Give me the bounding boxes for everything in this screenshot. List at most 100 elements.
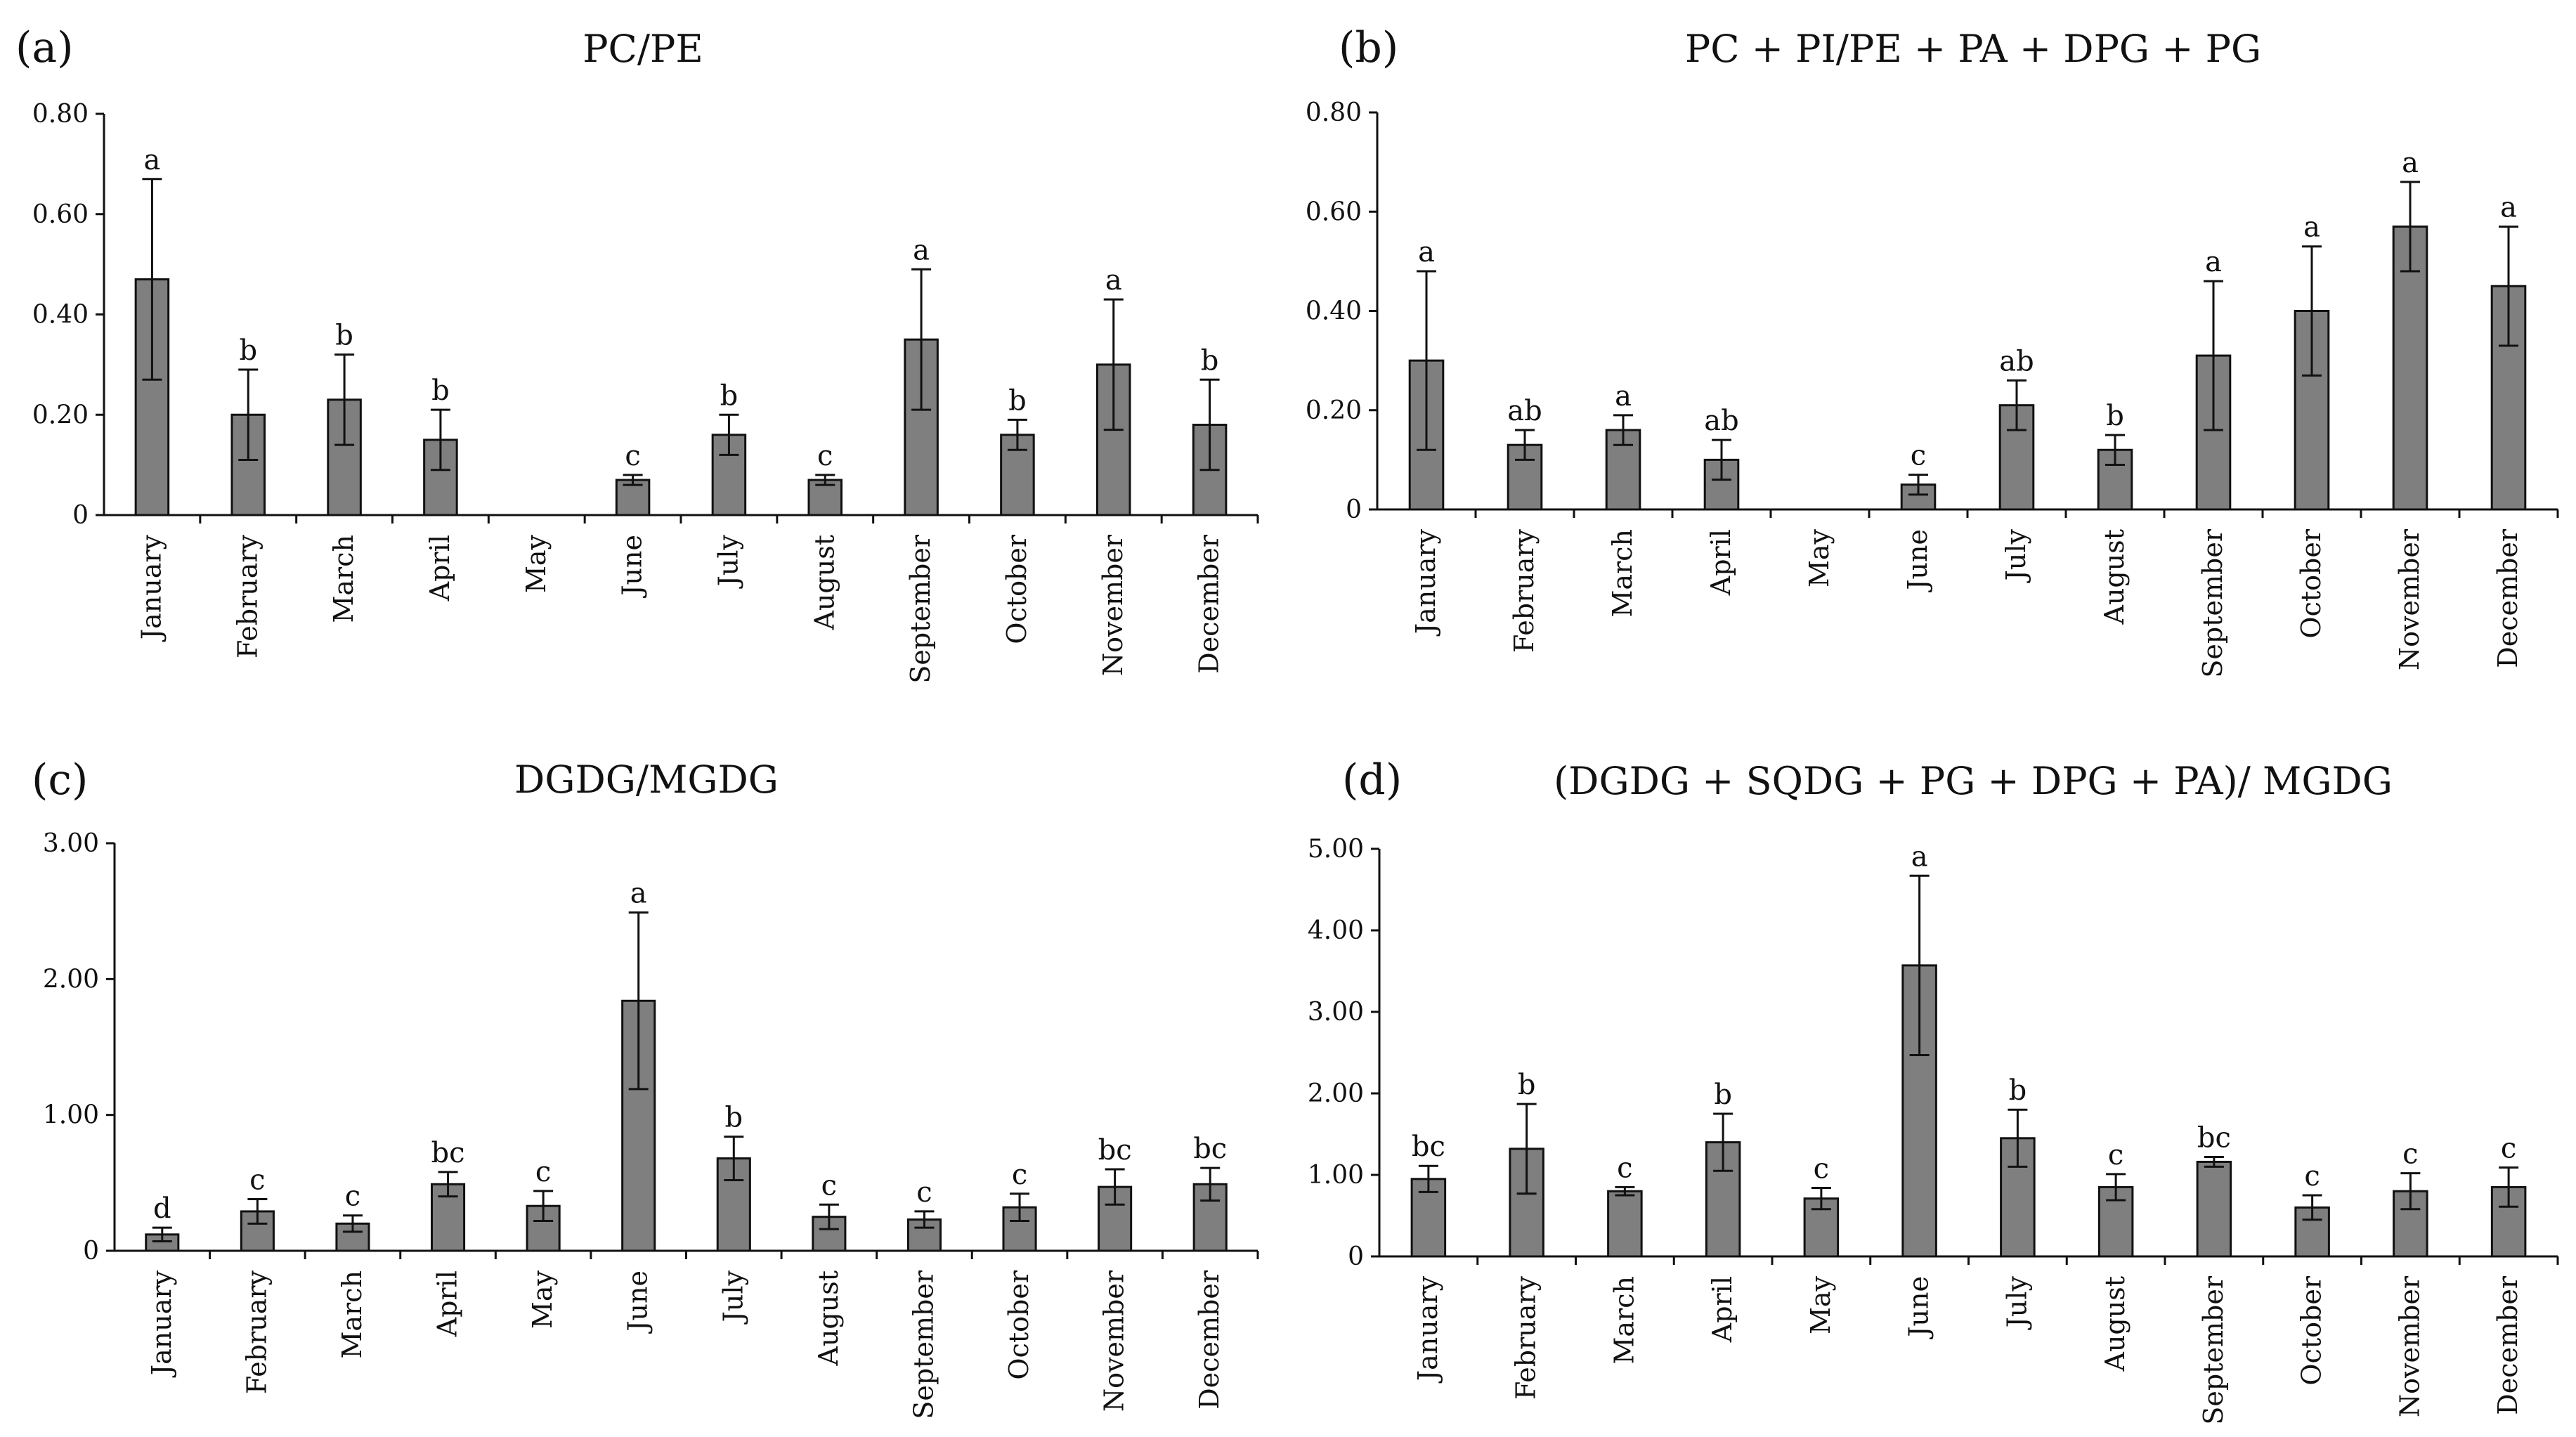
panel-b-significance-label: a — [1615, 380, 1632, 412]
panel-a-significance-label: b — [335, 320, 353, 352]
panel-c-significance-label: bc — [431, 1137, 465, 1169]
panel-d-y-tick-label: 2.00 — [1308, 1079, 1364, 1108]
panel-c-y-tick-label: 0 — [83, 1237, 99, 1266]
panel-b: (b) PC + PI/PE + PA + DPG + PG 0 0.20 0.40 0.… — [1306, 23, 2559, 678]
panel-c-category-label: May — [527, 1270, 558, 1329]
panel-c-significance-label: d — [153, 1192, 171, 1225]
panel-a-y-tick-label: 0.20 — [32, 401, 89, 429]
panel-a-category-label: June — [617, 535, 648, 599]
panel-c: (c) DGDG/MGDG 0 1.00 2.00 3.00 d January c Februa… — [32, 755, 1259, 1419]
panel-c-category-label: November — [1099, 1270, 1130, 1412]
panel-a-significance-label: b — [431, 375, 450, 407]
panel-c-category-label: July — [717, 1270, 748, 1325]
panel-d-title: (DGDG + SQDG + PG + DPG + PA)/ MGDG — [1554, 759, 2393, 803]
panel-d-significance-label: b — [2009, 1074, 2027, 1107]
panel-c-significance-label: c — [345, 1181, 360, 1213]
panel-a-category-label: April — [424, 535, 455, 602]
panel-c-significance-label: bc — [1193, 1133, 1227, 1165]
panel-d-letter: (d) — [1342, 755, 1402, 805]
panel-d-y-tick-label: 0 — [1348, 1242, 1364, 1271]
panel-a-category-label: December — [1194, 534, 1225, 674]
panel-c-title: DGDG/MGDG — [514, 757, 779, 802]
panel-c-y-tick-label: 1.00 — [43, 1101, 99, 1130]
panel-d-category-label: October — [2296, 1275, 2327, 1385]
panel-d-category-label: November — [2394, 1275, 2425, 1417]
panel-c-significance-label: a — [630, 878, 647, 910]
panel-d-category-label: July — [2001, 1275, 2032, 1330]
panel-c-category-label: August — [813, 1270, 844, 1367]
panel-b-significance-label: ab — [1507, 395, 1542, 427]
panel-b-category-label: July — [2001, 528, 2031, 583]
panel-b-significance-label: a — [1418, 236, 1435, 268]
panel-c-significance-label: c — [249, 1164, 265, 1197]
panel-b-y-tick-label: 0.40 — [1306, 297, 1362, 326]
panel-c-category-label: March — [337, 1270, 367, 1359]
panel-b-significance-label: a — [2500, 191, 2517, 223]
panel-a-category-label: January — [136, 534, 167, 642]
panel-d-significance-label: b — [1714, 1079, 1732, 1111]
panel-d-significance-label: b — [1518, 1069, 1536, 1101]
panel-d-category-label: August — [2100, 1276, 2131, 1372]
panel-d-category-label: December — [2492, 1275, 2523, 1415]
panel-c-category-label: April — [432, 1270, 463, 1337]
panel-d-significance-label: c — [2304, 1160, 2320, 1192]
panel-b-category-label: October — [2296, 528, 2327, 638]
panel-b-significance-label: a — [2205, 246, 2222, 278]
panel-d-y-tick-label: 5.00 — [1308, 835, 1364, 864]
panel-a-category-label: August — [809, 535, 840, 631]
panel-b-significance-label: ab — [1999, 345, 2034, 377]
panel-a-significance-label: b — [720, 379, 739, 412]
panel-d-category-label: April — [1707, 1276, 1738, 1343]
panel-d-y-tick-label: 3.00 — [1308, 998, 1364, 1027]
panel-d-significance-label: c — [2108, 1139, 2123, 1171]
panel-a-significance-label: b — [1008, 384, 1027, 417]
panel-a-significance-label: a — [143, 144, 160, 176]
panel-b-category-label: January — [1410, 528, 1441, 637]
panel-d-y-tick-label: 4.00 — [1308, 916, 1364, 945]
panel-a-y-tick-label: 0.60 — [32, 200, 89, 229]
panel-a-category-label: July — [713, 534, 743, 589]
panel-b-category-label: June — [1902, 529, 1933, 593]
panel-c-letter: (c) — [32, 755, 88, 805]
panel-b-bar-november — [2392, 225, 2428, 511]
panel-d-bar-january — [1410, 1178, 1447, 1258]
panel-b-category-label: February — [1509, 528, 1540, 653]
panel-a-category-label: October — [1001, 534, 1032, 644]
panel-c-significance-label: b — [724, 1102, 743, 1134]
panel-a-category-label: November — [1098, 534, 1128, 676]
panel-a-y-tick-label: 0 — [72, 501, 89, 530]
panel-b-significance-label: a — [2402, 147, 2419, 179]
panel-c-y-tick-label: 2.00 — [43, 965, 99, 994]
panel-a-category-label: May — [521, 534, 552, 593]
panel-d-y-tick-label: 1.00 — [1308, 1161, 1364, 1190]
panel-b-bar-february — [1507, 443, 1543, 511]
panel-c-significance-label: c — [821, 1169, 837, 1202]
panel-a-title: PC/PE — [583, 27, 703, 71]
panel-b-category-label: September — [2197, 528, 2228, 677]
panel-d-category-label: January — [1412, 1275, 1443, 1384]
panel-a-y-tick-label: 0.80 — [32, 100, 89, 129]
panel-a-significance-label: b — [1201, 344, 1219, 377]
panel-d-bar-september — [2196, 1160, 2232, 1258]
panel-b-letter: (b) — [1339, 23, 1398, 72]
panel-c-category-label: September — [908, 1270, 939, 1419]
panel-b-y-tick-label: 0.60 — [1306, 197, 1362, 226]
panel-c-significance-label: c — [1012, 1159, 1027, 1191]
panel-d-significance-label: a — [1911, 840, 1928, 873]
panel-c-category-label: October — [1003, 1270, 1034, 1379]
panel-a-significance-label: c — [625, 440, 640, 472]
panel-c-significance-label: bc — [1098, 1134, 1132, 1166]
panel-d-category-label: September — [2198, 1275, 2229, 1424]
panel-d-bar-march — [1607, 1190, 1643, 1258]
panel-b-y-tick-label: 0 — [1346, 495, 1362, 524]
panel-d-significance-label: c — [2402, 1138, 2418, 1171]
panel-d-category-label: May — [1805, 1275, 1836, 1334]
panel-b-category-label: April — [1705, 529, 1736, 596]
panel-a-category-label: February — [232, 534, 263, 658]
panel-d-category-label: June — [1904, 1276, 1934, 1340]
panel-a-significance-label: a — [1105, 264, 1122, 297]
panel-b-y-tick-label: 0.80 — [1306, 98, 1362, 127]
panel-a-y-tick-label: 0.40 — [32, 301, 89, 330]
panel-c-category-label: December — [1194, 1270, 1225, 1410]
